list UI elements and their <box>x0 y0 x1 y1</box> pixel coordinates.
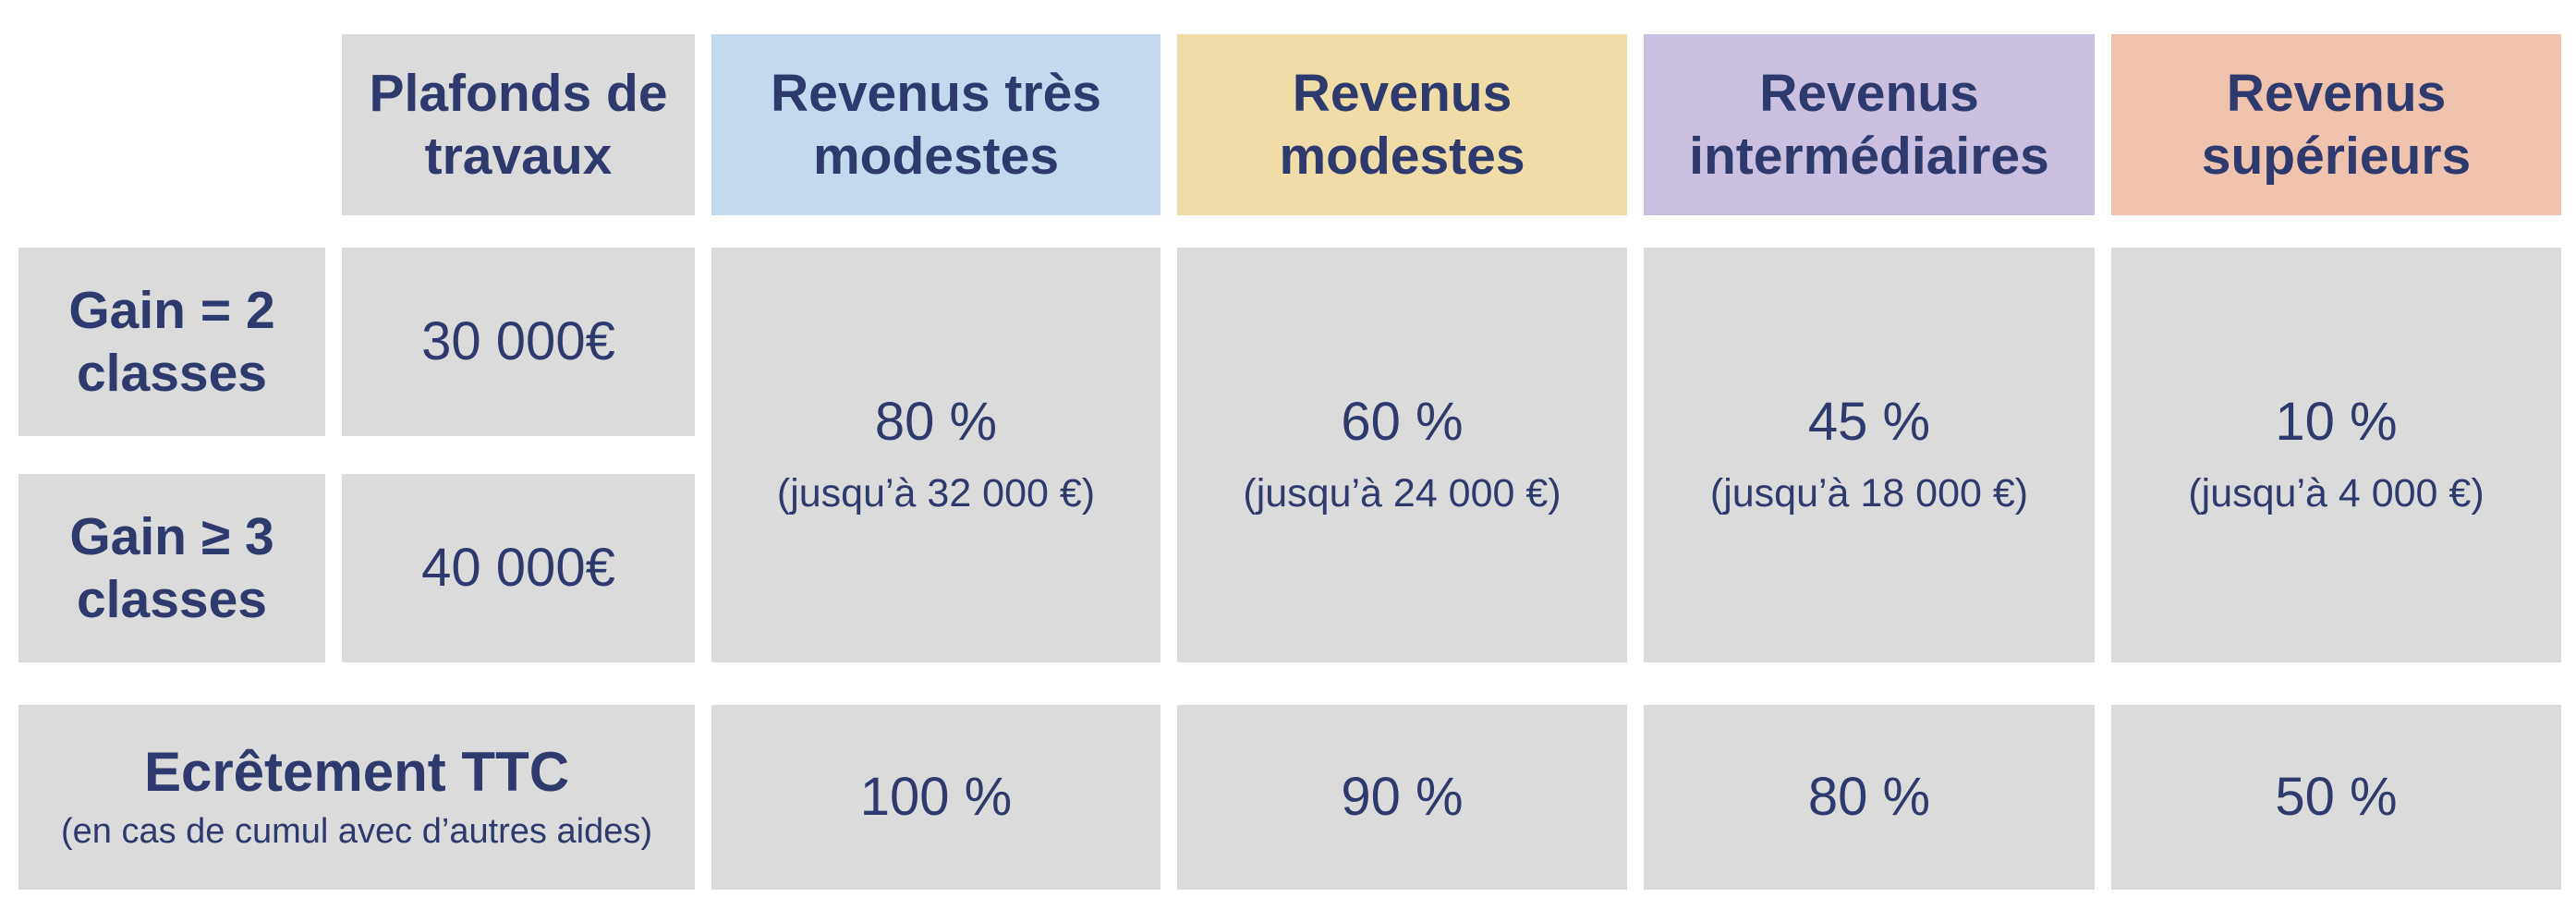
plafond-value: 30 000€ <box>421 311 615 372</box>
row-label-gain-3-classes: Gain ≥ 3 classes <box>18 474 325 662</box>
rate-percent: 80 % <box>874 391 998 452</box>
header-label: Revenus supérieurs <box>2201 63 2472 186</box>
header-cell-revenus-tres-modestes: Revenus très modestes <box>711 34 1160 215</box>
rate-cap: (jusqu’à 32 000 €) <box>776 471 1096 516</box>
footer-value-revenus-intermediaires: 80 % <box>1644 705 2095 890</box>
header-label: Plafonds de travaux <box>369 63 668 186</box>
rate-percent: 60 % <box>1341 391 1464 452</box>
footer-title: Ecrêtement TTC <box>143 740 570 803</box>
footer-percent: 80 % <box>1807 767 1931 828</box>
header-label: Revenus modestes <box>1279 63 1525 186</box>
header-cell-revenus-intermediaires: Revenus intermédiaires <box>1644 34 2095 215</box>
rate-cap: (jusqu’à 18 000 €) <box>1709 471 2029 516</box>
header-cell-revenus-modestes: Revenus modestes <box>1177 34 1627 215</box>
header-cell-plafonds-de-travaux: Plafonds de travaux <box>342 34 695 215</box>
plafond-value: 40 000€ <box>421 538 615 599</box>
rate-cell-revenus-intermediaires: 45 % (jusqu’à 18 000 €) <box>1644 248 2095 662</box>
row-label-text: Gain = 2 classes <box>68 280 275 403</box>
rate-cell-revenus-modestes: 60 % (jusqu’à 24 000 €) <box>1177 248 1627 662</box>
header-cell-revenus-superieurs: Revenus supérieurs <box>2111 34 2561 215</box>
footer-label-ecretement-ttc: Ecrêtement TTC (en cas de cumul avec d’a… <box>18 705 695 890</box>
rate-cell-revenus-superieurs: 10 % (jusqu’à 4 000 €) <box>2111 248 2561 662</box>
cell-plafond-gain-3-classes: 40 000€ <box>342 474 695 662</box>
rate-cell-revenus-tres-modestes: 80 % (jusqu’à 32 000 €) <box>711 248 1160 662</box>
footer-value-revenus-modestes: 90 % <box>1177 705 1627 890</box>
row-label-gain-2-classes: Gain = 2 classes <box>18 248 325 436</box>
footer-value-revenus-tres-modestes: 100 % <box>711 705 1160 890</box>
footer-percent: 90 % <box>1341 767 1464 828</box>
footer-subtitle: (en cas de cumul avec d’autres aides) <box>61 811 652 851</box>
rate-cap: (jusqu’à 24 000 €) <box>1243 471 1561 516</box>
row-label-text: Gain ≥ 3 classes <box>69 506 274 629</box>
header-label: Revenus très modestes <box>770 63 1101 186</box>
header-label: Revenus intermédiaires <box>1689 63 2049 186</box>
rate-percent: 45 % <box>1807 391 1931 452</box>
table-grid: Plafonds de travaux Revenus très modeste… <box>18 34 2576 890</box>
rate-percent: 10 % <box>2275 391 2398 452</box>
rate-cap: (jusqu’à 4 000 €) <box>2188 471 2485 516</box>
footer-value-revenus-superieurs: 50 % <box>2111 705 2561 890</box>
footer-percent: 100 % <box>859 767 1013 828</box>
footer-percent: 50 % <box>2275 767 2398 828</box>
cell-plafond-gain-2-classes: 30 000€ <box>342 248 695 436</box>
